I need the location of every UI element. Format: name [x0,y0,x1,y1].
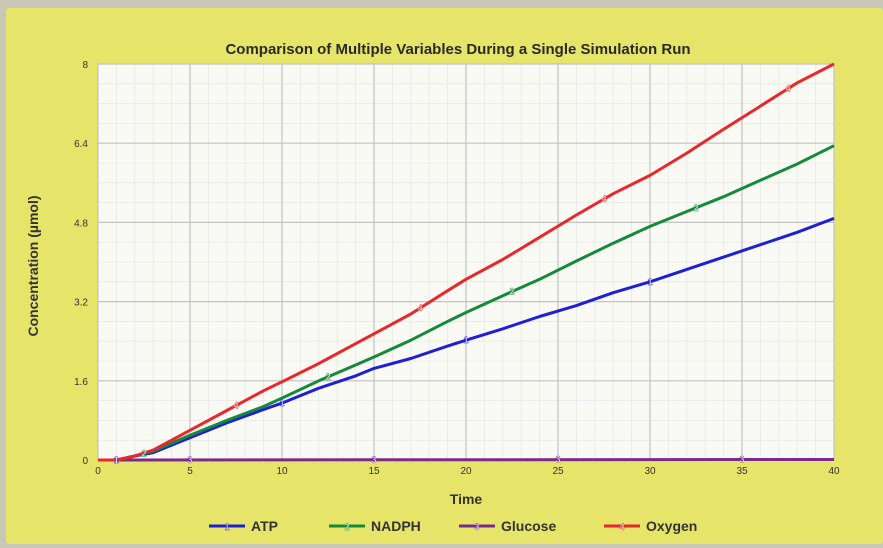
series-marker-atp: 1 [647,277,652,287]
series-marker-atp: 1 [114,455,119,465]
legend-label: Glucose [501,518,556,534]
x-tick-label: 40 [828,466,840,477]
x-tick-label: 10 [276,466,288,477]
line-chart: Comparison of Multiple Variables During … [25,41,840,534]
legend-label: Oxygen [646,518,697,534]
series-line-atp [98,216,835,462]
x-axis-ticks: 0 5 10 15 20 25 30 35 40 [95,466,840,477]
legend-marker: 3 [474,522,479,532]
y-axis-ticks: 0 1.6 3.2 4.8 6.4 8 [74,60,88,467]
series-marker-nadph: 2 [141,449,146,459]
series-marker-glucose: 3 [739,455,744,465]
series-line-glucose [97,458,835,462]
y-tick-label: 0 [82,456,88,467]
series-marker-glucose: 3 [555,455,560,465]
series-marker-nadph: 2 [509,287,514,297]
series-line-oxygen [98,62,835,462]
chart-title: Comparison of Multiple Variables During … [225,41,690,58]
series-marker-nadph: 2 [325,372,330,382]
series-lines [97,62,835,462]
series-marker-glucose: 3 [371,455,376,465]
x-tick-label: 20 [460,466,472,477]
x-tick-label: 30 [644,466,656,477]
series-markers: 1 1 1 1 2 2 2 2 3 3 3 3 4 4 4 4 [114,83,791,465]
x-tick-label: 5 [187,466,193,477]
y-axis-label: Concentration (µmol) [25,195,41,336]
x-tick-label: 35 [736,466,748,477]
series-marker-nadph: 2 [693,203,698,213]
x-tick-label: 0 [95,466,101,477]
series-marker-glucose: 3 [187,455,192,465]
series-marker-oxygen: 4 [233,401,238,411]
y-tick-label: 6.4 [74,139,88,150]
legend-marker: 4 [619,522,624,532]
y-tick-label: 1.6 [74,377,88,388]
x-tick-label: 15 [368,466,380,477]
y-tick-label: 4.8 [74,218,88,229]
legend-label: NADPH [371,518,421,534]
series-marker-oxygen: 4 [785,84,790,94]
y-tick-label: 3.2 [74,298,88,309]
legend-label: ATP [251,518,278,534]
series-marker-oxygen: 4 [601,194,606,204]
legend: 1 ATP 2 NADPH 3 Glucose 4 Oxygen [209,518,697,534]
x-axis-label: Time [450,491,483,507]
x-tick-label: 25 [552,466,564,477]
series-marker-atp: 1 [463,335,468,345]
chart-panel: Comparison of Multiple Variables During … [6,8,883,544]
y-tick-label: 8 [82,60,88,71]
series-line-nadph [98,144,835,462]
legend-marker: 1 [224,522,229,532]
series-marker-oxygen: 4 [417,303,422,313]
legend-marker: 2 [344,522,349,532]
series-marker-atp: 1 [279,398,284,408]
plot-area [97,63,835,461]
